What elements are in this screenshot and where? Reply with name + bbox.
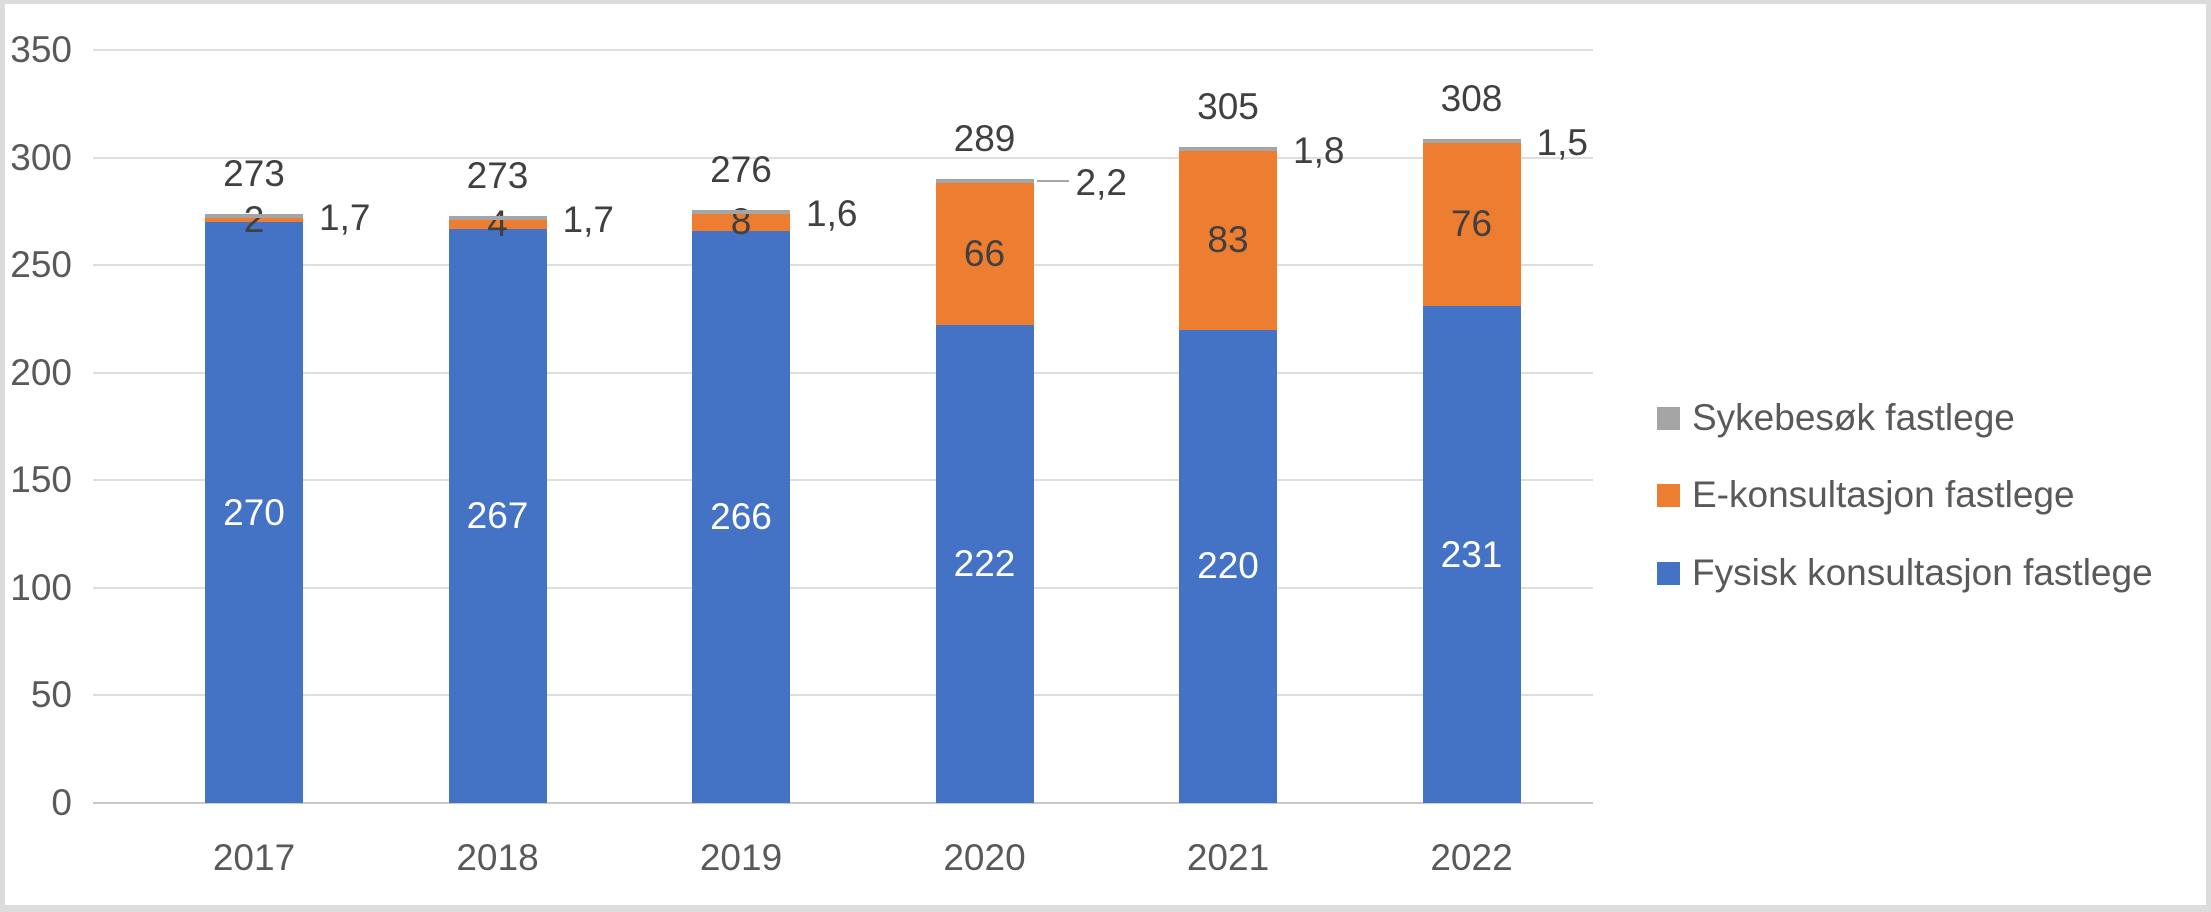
total-label-2020: 289 bbox=[953, 117, 1016, 159]
bar-segment-sykebesok-2019 bbox=[692, 210, 790, 214]
total-label-2017: 273 bbox=[223, 153, 285, 195]
bar-segment-e-konsultasjon-2021 bbox=[1179, 151, 1277, 330]
gridline-y-200 bbox=[93, 371, 1593, 374]
gridline-y-100 bbox=[93, 586, 1593, 589]
data-label-e-konsultasjon-2017: 2 bbox=[243, 198, 265, 240]
legend-swatch-sykebesok-icon bbox=[1657, 406, 1680, 430]
y-axis-tick-label-200: 200 bbox=[10, 351, 72, 393]
bar-segment-fysisk-konsultasjon-2019 bbox=[692, 230, 790, 803]
y-axis-tick-label-100: 100 bbox=[10, 566, 72, 608]
x-axis-label-2019: 2019 bbox=[699, 837, 783, 878]
data-label-fysisk-konsultasjon-2018: 267 bbox=[466, 494, 529, 536]
y-axis-tick-label-300: 300 bbox=[10, 136, 72, 178]
bar-segment-fysisk-konsultasjon-2018 bbox=[448, 228, 547, 803]
data-label-fysisk-konsultasjon-2019: 266 bbox=[710, 495, 772, 537]
legend-label-sykebesok: Sykebesøk fastlege bbox=[1692, 397, 2015, 438]
bar-segment-e-konsultasjon-2022 bbox=[1422, 142, 1521, 306]
total-label-2021: 305 bbox=[1197, 86, 1259, 128]
bar-segment-fysisk-konsultasjon-2020 bbox=[935, 325, 1034, 803]
gridline-y-50 bbox=[93, 694, 1593, 697]
gridline-y-0 bbox=[93, 802, 1593, 804]
data-label-e-konsultasjon-2019: 8 bbox=[730, 201, 752, 243]
data-label-sykebesok-2019: 1,6 bbox=[806, 192, 858, 234]
x-axis-label-2020: 2020 bbox=[943, 837, 1026, 878]
x-axis-label-2018: 2018 bbox=[456, 837, 539, 878]
data-label-sykebesok-2022: 1,5 bbox=[1536, 121, 1588, 163]
y-axis-tick-label-150: 150 bbox=[10, 459, 72, 501]
legend-label-fysisk-konsultasjon: Fysisk konsultasjon fastlege bbox=[1692, 552, 2153, 593]
bar-segment-sykebesok-2022 bbox=[1422, 139, 1521, 143]
legend-swatch-e-konsultasjon-icon bbox=[1657, 483, 1680, 507]
y-axis-tick-label-50: 50 bbox=[30, 674, 72, 716]
data-label-fysisk-konsultasjon-2020: 222 bbox=[953, 543, 1016, 585]
x-axis-label-2021: 2021 bbox=[1186, 837, 1270, 878]
data-label-e-konsultasjon-2020: 66 bbox=[963, 233, 1006, 275]
legend-label-e-konsultasjon: E-konsultasjon fastlege bbox=[1692, 474, 2075, 515]
bar-segment-e-konsultasjon-2019 bbox=[692, 213, 790, 231]
gridline-y-300 bbox=[93, 156, 1593, 159]
legend-swatch-fysisk-konsultasjon-icon bbox=[1657, 561, 1680, 585]
bar-segment-e-konsultasjon-2020 bbox=[935, 183, 1034, 326]
bar-segment-fysisk-konsultasjon-2017 bbox=[205, 222, 303, 803]
data-label-e-konsultasjon-2018: 4 bbox=[487, 203, 508, 245]
bar-segment-sykebesok-2018 bbox=[448, 216, 547, 220]
legend-item-e-konsultasjon: E-konsultasjon fastlege bbox=[1657, 472, 2075, 518]
total-label-2019: 276 bbox=[710, 149, 772, 191]
bar-segment-fysisk-konsultasjon-2022 bbox=[1422, 306, 1521, 803]
data-label-e-konsultasjon-2021: 83 bbox=[1207, 219, 1249, 261]
bar-segment-fysisk-konsultasjon-2021 bbox=[1179, 329, 1277, 803]
total-label-2018: 273 bbox=[466, 155, 529, 197]
data-label-fysisk-konsultasjon-2021: 220 bbox=[1197, 545, 1259, 587]
y-axis-tick-label-250: 250 bbox=[10, 244, 72, 286]
gridline-y-150 bbox=[93, 479, 1593, 482]
gridline-y-250 bbox=[93, 264, 1593, 267]
gridline-y-350 bbox=[93, 49, 1593, 51]
bar-segment-sykebesok-2021 bbox=[1179, 147, 1277, 152]
bar-segment-sykebesok-2020 bbox=[935, 178, 1034, 184]
data-label-sykebesok-2018: 1,7 bbox=[562, 199, 614, 241]
data-label-sykebesok-2020: 2,2 bbox=[1075, 162, 1127, 204]
data-label-fysisk-konsultasjon-2022: 231 bbox=[1440, 533, 1503, 575]
x-axis-label-2022: 2022 bbox=[1430, 837, 1513, 878]
y-axis-tick-label-0: 0 bbox=[51, 782, 72, 823]
legend-item-fysisk-konsultasjon: Fysisk konsultasjon fastlege bbox=[1657, 550, 2153, 596]
x-axis-label-2017: 2017 bbox=[212, 837, 296, 878]
bar-segment-e-konsultasjon-2018 bbox=[448, 219, 547, 229]
leader-line-sykebesok-2020 bbox=[1036, 180, 1069, 183]
data-label-sykebesok-2021: 1,8 bbox=[1293, 130, 1345, 172]
legend-item-sykebesok: Sykebesøk fastlege bbox=[1657, 395, 2015, 441]
y-axis-tick-label-350: 350 bbox=[10, 29, 72, 70]
data-label-e-konsultasjon-2022: 76 bbox=[1450, 203, 1493, 245]
bar-segment-e-konsultasjon-2017 bbox=[205, 217, 303, 223]
data-label-fysisk-konsultasjon-2017: 270 bbox=[223, 491, 285, 533]
bar-segment-sykebesok-2017 bbox=[205, 214, 303, 218]
total-label-2022: 308 bbox=[1440, 78, 1503, 120]
data-label-sykebesok-2017: 1,7 bbox=[319, 196, 371, 238]
